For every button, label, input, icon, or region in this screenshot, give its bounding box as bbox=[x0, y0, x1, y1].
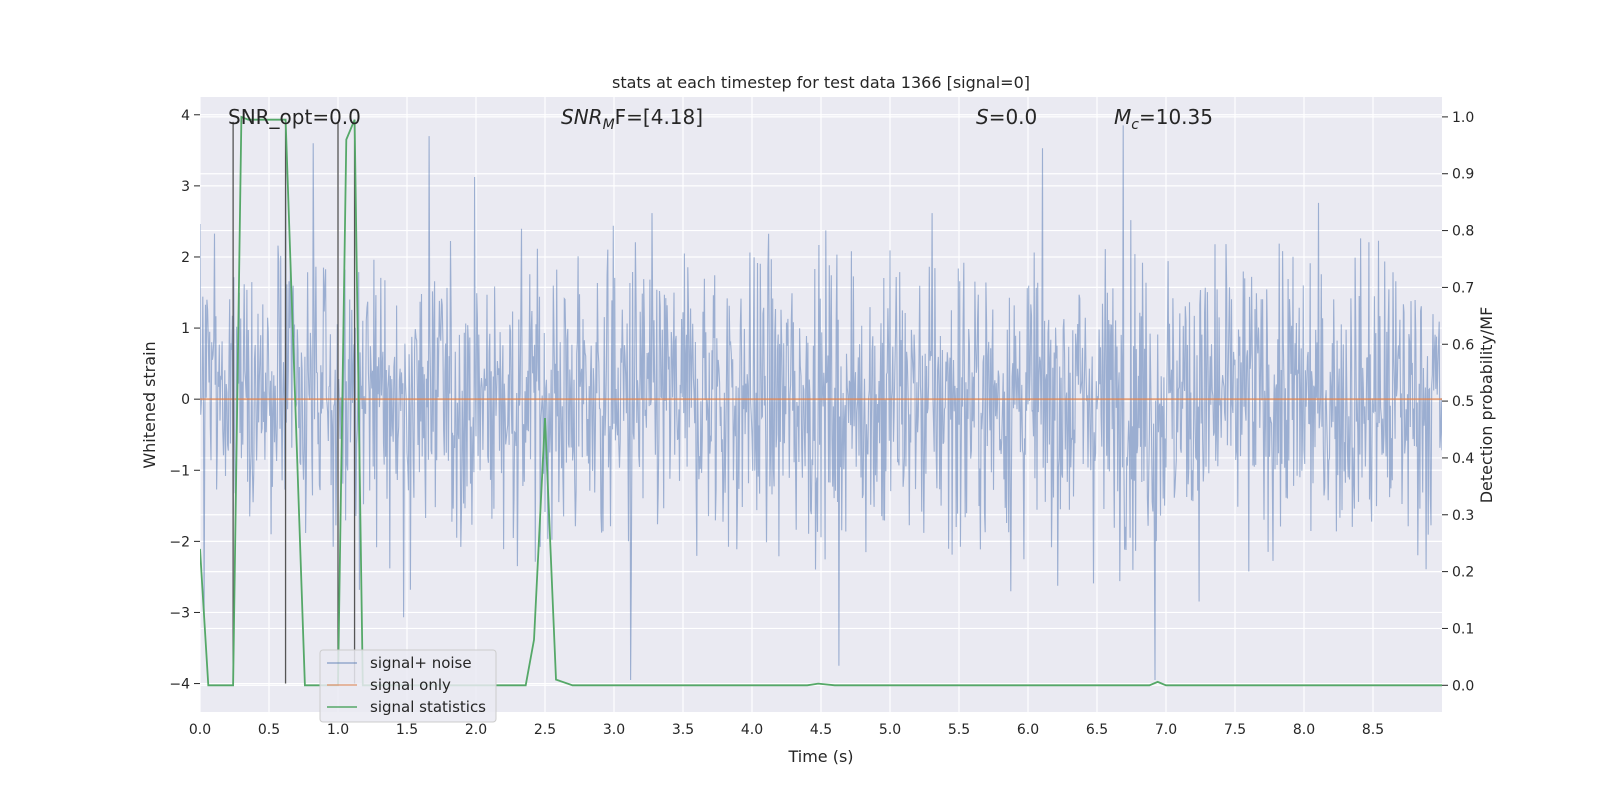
x-tick-label: 6.0 bbox=[1017, 722, 1039, 738]
x-tick-label: 4.5 bbox=[810, 722, 832, 738]
annotation-snr-mf-value: F=[4.18] bbox=[615, 105, 703, 129]
y-axis-left: 4 3 2 1 0 −1 −2 −3 −4 bbox=[169, 108, 200, 693]
annotation-snr-mf-sub: M bbox=[603, 117, 615, 133]
x-tick-label: 7.5 bbox=[1224, 722, 1246, 738]
annotation-mc: Mc=10.35 bbox=[1114, 105, 1213, 133]
series-signal-noise bbox=[200, 125, 1442, 681]
y-right-tick-label: 0.2 bbox=[1452, 565, 1474, 581]
annotation-s-value: =0.0 bbox=[989, 105, 1038, 129]
y-right-tick-label: 0.3 bbox=[1452, 508, 1474, 524]
x-tick-label: 3.5 bbox=[672, 722, 694, 738]
x-tick-label: 4.0 bbox=[741, 722, 763, 738]
x-axis-label: Time (s) bbox=[787, 747, 853, 766]
y-right-tick-label: 0.7 bbox=[1452, 280, 1474, 296]
y-left-tick-label: 4 bbox=[181, 108, 190, 124]
annotation-mc-value: =10.35 bbox=[1139, 105, 1213, 129]
annotation-mc-label: M bbox=[1114, 105, 1131, 129]
x-tick-label: 8.0 bbox=[1293, 722, 1315, 738]
x-tick-label: 6.5 bbox=[1086, 722, 1108, 738]
x-tick-label: 3.0 bbox=[603, 722, 625, 738]
x-axis: 0.0 0.5 1.0 1.5 2.0 2.5 3.0 3.5 4.0 4.5 5.0 5.5 6.0 6… bbox=[189, 722, 1384, 738]
marker-lines bbox=[232, 121, 356, 684]
y-right-tick-label: 0.8 bbox=[1452, 224, 1474, 240]
y-right-tick-label: 0.6 bbox=[1452, 337, 1474, 353]
legend-label-signal-only: signal only bbox=[370, 676, 451, 694]
annotation-s-label: S bbox=[976, 105, 989, 129]
y-right-tick-label: 0.0 bbox=[1452, 678, 1474, 694]
y-left-tick-label: 0 bbox=[181, 392, 190, 408]
annotation-s: S=0.0 bbox=[976, 105, 1037, 129]
x-tick-label: 1.0 bbox=[327, 722, 349, 738]
annotation-snr-mf: SNRMF=[4.18] bbox=[561, 105, 703, 133]
y-left-tick-label: −2 bbox=[169, 534, 190, 550]
y-right-tick-label: 0.9 bbox=[1452, 167, 1474, 183]
x-tick-label: 2.5 bbox=[534, 722, 556, 738]
y-left-tick-label: −3 bbox=[169, 605, 190, 621]
x-tick-label: 2.0 bbox=[465, 722, 487, 738]
legend-box bbox=[319, 649, 497, 723]
annotation-snr-opt: SNR_opt=0.0 bbox=[228, 105, 361, 129]
x-tick-label: 7.0 bbox=[1155, 722, 1177, 738]
y-left-tick-label: −1 bbox=[169, 463, 190, 479]
y-axis-right: 1.0 0.9 0.8 0.7 0.6 0.5 0.4 0.3 0.2 0.1 0.0 bbox=[1442, 110, 1474, 694]
x-tick-label: 0.0 bbox=[189, 722, 211, 738]
legend-label-signal-statistics: signal statistics bbox=[370, 698, 486, 716]
y-left-tick-label: 1 bbox=[181, 321, 190, 337]
x-tick-label: 8.5 bbox=[1362, 722, 1384, 738]
y-left-tick-label: −4 bbox=[169, 677, 190, 693]
y-right-tick-label: 0.4 bbox=[1452, 451, 1474, 467]
chart-title: stats at each timestep for test data 136… bbox=[612, 73, 1030, 92]
y-axis-right-label: Detection probability/MF bbox=[1477, 307, 1496, 504]
y-axis-left-label: Whitened strain bbox=[140, 341, 159, 468]
legend-label-signal-noise: signal+ noise bbox=[370, 654, 472, 672]
annotation-mc-sub: c bbox=[1131, 117, 1139, 133]
y-left-tick-label: 2 bbox=[181, 250, 190, 266]
y-right-tick-label: 0.5 bbox=[1452, 394, 1474, 410]
y-right-tick-label: 0.1 bbox=[1452, 621, 1474, 637]
x-tick-label: 5.5 bbox=[948, 722, 970, 738]
legend: signal+ noise signal only signal statist… bbox=[319, 649, 497, 723]
signal-noise-line bbox=[200, 125, 1442, 681]
y-left-tick-label: 3 bbox=[181, 179, 190, 195]
x-tick-label: 1.5 bbox=[396, 722, 418, 738]
annotation-snr-mf-label: SNR bbox=[561, 105, 603, 129]
x-tick-label: 0.5 bbox=[258, 722, 280, 738]
x-tick-label: 5.0 bbox=[879, 722, 901, 738]
y-right-tick-label: 1.0 bbox=[1452, 110, 1474, 126]
